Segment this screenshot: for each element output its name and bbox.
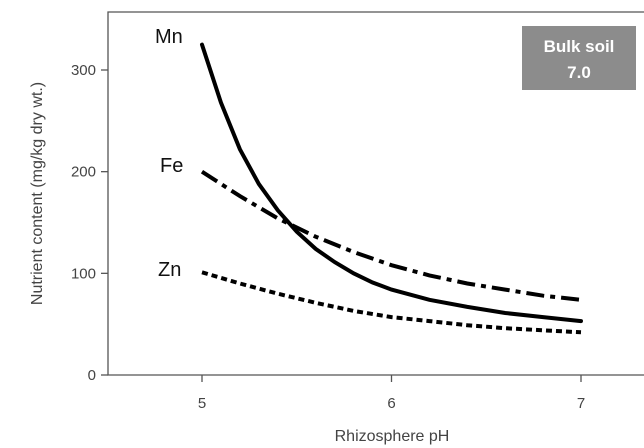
bulk-soil-badge-box (522, 26, 636, 90)
bulk-soil-badge-line-2: 7.0 (567, 63, 591, 82)
series-line-mn (200, 42, 583, 324)
series-label-mn: Mn (155, 26, 183, 48)
ticks: 5 6 7 0 100 200 300 (71, 62, 585, 412)
x-tick-label-5: 5 (198, 395, 206, 412)
bulk-soil-badge: Bulk soil 7.0 (522, 26, 636, 90)
series-label-fe: Fe (160, 155, 183, 177)
plot-frame (107, 11, 644, 376)
series-lines (200, 42, 583, 335)
y-axis-title: Nutrient content (mg/kg dry wt.) (29, 82, 46, 305)
x-tick-label-7: 7 (577, 395, 585, 412)
axes (107, 11, 644, 376)
bulk-soil-badge-line-1: Bulk soil (544, 37, 615, 56)
y-tick-label-0: 0 (88, 367, 96, 384)
series-line-fe (200, 170, 582, 302)
x-axis-title: Rhizosphere pH (335, 428, 450, 445)
series-label-zn: Zn (158, 259, 181, 281)
x-tick-label-6: 6 (387, 395, 395, 412)
series-labels: Mn Fe Zn (155, 26, 183, 281)
y-tick-label-200: 200 (71, 164, 96, 181)
y-tick-label-300: 300 (71, 62, 96, 79)
y-tick-label-100: 100 (71, 265, 96, 282)
series-line-zn (201, 270, 582, 335)
